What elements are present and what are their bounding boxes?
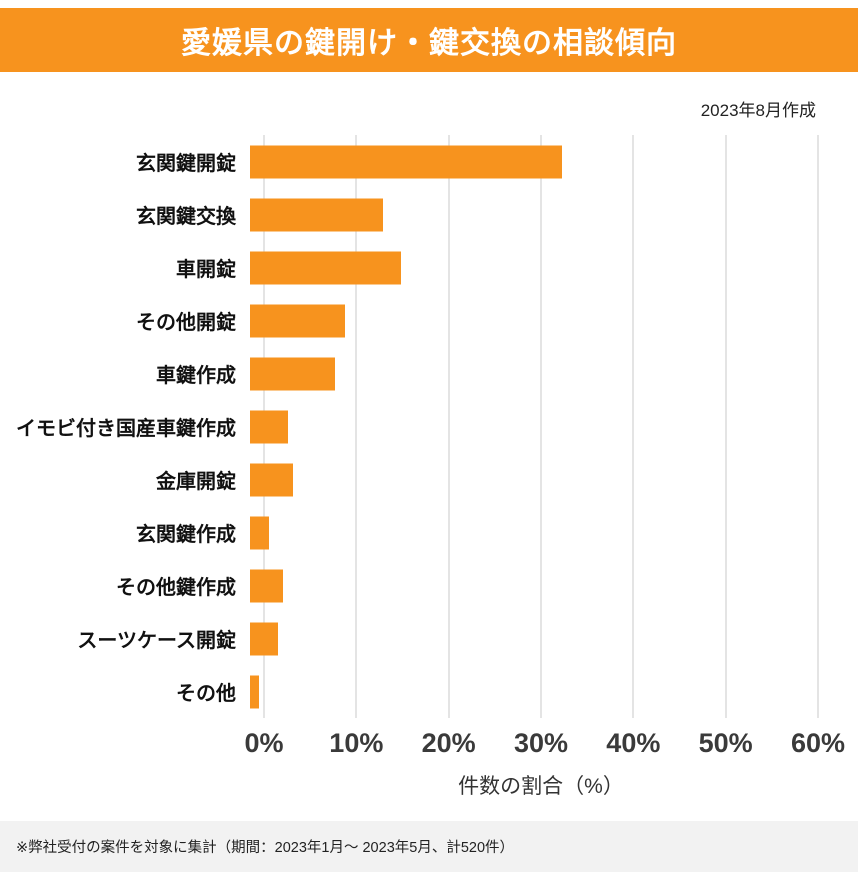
bar-category-label: 車鍵作成 (156, 365, 236, 387)
bar-track (250, 612, 818, 665)
bar-category-label: スーツケース開錠 (77, 630, 236, 652)
bar-row: 車開錠 (0, 241, 818, 294)
gridline (448, 135, 450, 718)
x-axis-tick-label: 40% (606, 728, 661, 758)
created-date-label: 2023年8月作成 (700, 101, 816, 120)
bar-track (250, 135, 818, 188)
x-axis-tick-label: 0% (244, 728, 284, 758)
bar-category-label: 金庫開錠 (156, 471, 236, 493)
bar-row: 車鍵作成 (0, 347, 818, 400)
bar-track (250, 400, 818, 453)
x-axis-tick-label: 60% (790, 728, 846, 758)
x-axis-tick-label: 30% (513, 728, 569, 758)
footnote: ※弊社受付の案件を対象に集計（期間：2023年1月～ 2023年5月、計520件… (0, 821, 858, 872)
bar-track (250, 559, 818, 612)
x-axis-tick-label: 10% (329, 728, 384, 758)
bar-track (250, 241, 818, 294)
bar-track (250, 506, 818, 559)
bar-category-label: イモビ付き国産車鍵作成 (16, 418, 236, 440)
x-axis-ticks: 0% 10% 20% 30% 40% 50% 60% (244, 718, 845, 764)
bar-track (250, 453, 818, 506)
bar-row: 玄関鍵開錠 (0, 135, 818, 188)
bar (250, 622, 279, 655)
bar (250, 410, 288, 443)
bar (250, 463, 293, 496)
gridline (725, 135, 727, 718)
bar (250, 198, 383, 231)
bar-row: その他 (0, 665, 818, 718)
bar-category-label: 玄関鍵開錠 (136, 153, 236, 175)
bar-category-label: 玄関鍵作成 (136, 524, 236, 546)
bar-category-label: その他 (176, 683, 236, 705)
bar-track (250, 188, 818, 241)
bar (250, 569, 284, 602)
bar-row: その他開錠 (0, 294, 818, 347)
bar-chart: 玄関鍵開錠玄関鍵交換車開錠その他開錠車鍵作成イモビ付き国産車鍵作成金庫開錠玄関鍵… (0, 135, 845, 764)
bar (250, 145, 563, 178)
x-axis-tick-label: 50% (698, 728, 753, 758)
bar-row: 玄関鍵交換 (0, 188, 818, 241)
bar-track (250, 347, 818, 400)
bar (250, 251, 402, 284)
x-axis-tick-label: 20% (421, 728, 476, 758)
bar-category-label: 玄関鍵交換 (136, 206, 236, 228)
bar-category-label: 車開錠 (176, 259, 236, 281)
gridline (632, 135, 634, 718)
bar-row: スーツケース開錠 (0, 612, 818, 665)
bar-row: 玄関鍵作成 (0, 506, 818, 559)
bar (250, 675, 260, 708)
bar (250, 516, 269, 549)
gridline (355, 135, 357, 718)
plot-area: 玄関鍵開錠玄関鍵交換車開錠その他開錠車鍵作成イモビ付き国産車鍵作成金庫開錠玄関鍵… (0, 135, 819, 718)
bar-track (250, 665, 818, 718)
bar-track (250, 294, 818, 347)
gridline (540, 135, 542, 718)
bar-row: その他鍵作成 (0, 559, 818, 612)
bar-category-label: その他鍵作成 (116, 577, 236, 599)
x-axis-title: 件数の割合（%） (458, 775, 624, 798)
page-title: 愛媛県の鍵開け・鍵交換の相談傾向 (181, 27, 677, 60)
bar-row: イモビ付き国産車鍵作成 (0, 400, 818, 453)
bar (250, 304, 345, 337)
title-banner: 愛媛県の鍵開け・鍵交換の相談傾向 (0, 8, 858, 72)
bar-category-label: その他開錠 (136, 312, 236, 334)
bar (250, 357, 336, 390)
bar-row: 金庫開錠 (0, 453, 818, 506)
gridline (817, 135, 819, 718)
bar-rows: 玄関鍵開錠玄関鍵交換車開錠その他開錠車鍵作成イモビ付き国産車鍵作成金庫開錠玄関鍵… (0, 135, 818, 718)
